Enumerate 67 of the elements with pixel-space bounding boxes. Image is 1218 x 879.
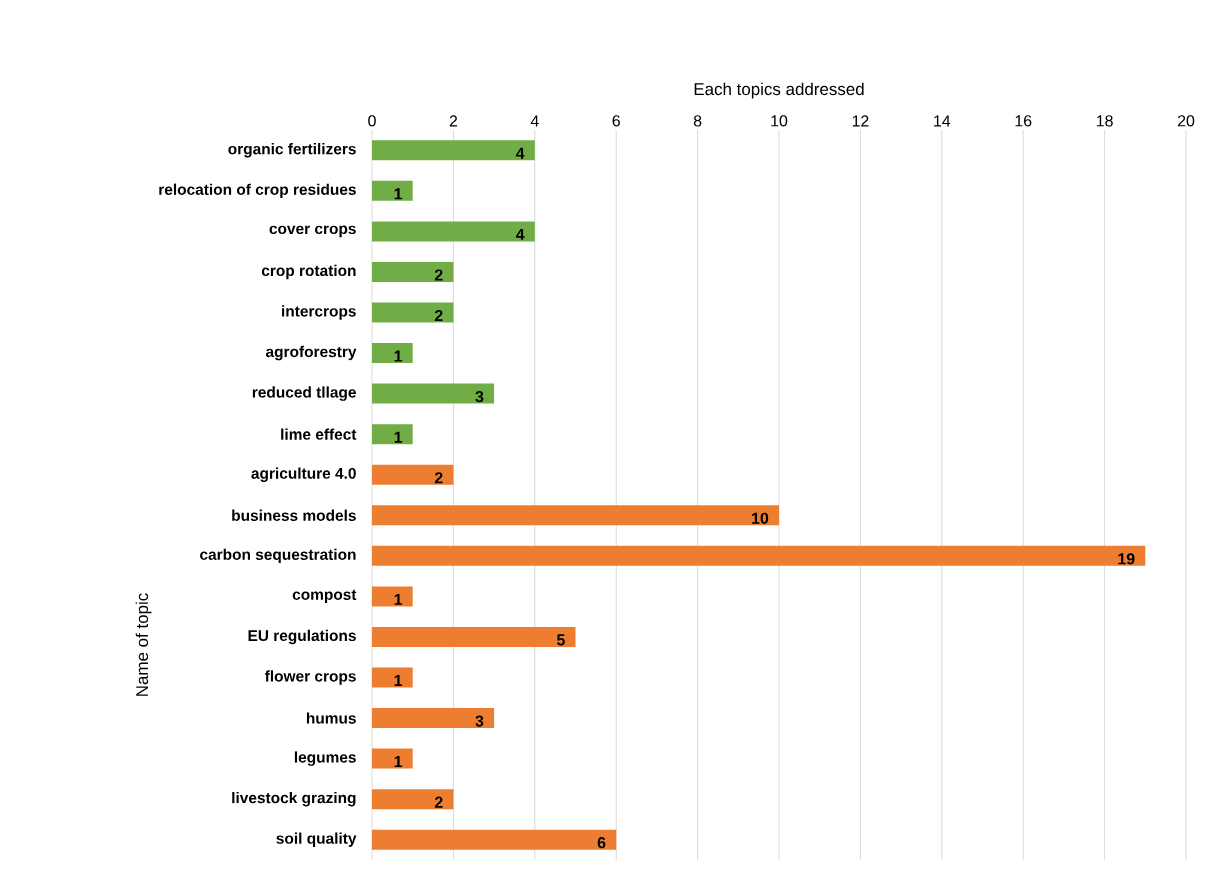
y-tick-label: legumes: [294, 751, 356, 766]
bar: [372, 667, 413, 688]
y-tick-label: livestock grazing: [232, 791, 356, 807]
bar: [372, 545, 1146, 566]
data-label: 2: [434, 796, 443, 808]
data-label: 3: [475, 390, 484, 403]
y-tick-label: cover crops: [269, 225, 356, 238]
bar: [372, 261, 454, 282]
y-tick-label: crop rotation: [261, 264, 356, 280]
x-tick-label: 8: [693, 115, 702, 127]
data-label: 4: [515, 228, 525, 240]
data-label: 10: [752, 512, 769, 524]
y-tick-label: organic fertilizers: [228, 143, 356, 158]
y-tick-label: agroforestry: [265, 345, 357, 361]
data-label: 1: [394, 593, 403, 605]
bar: [372, 708, 495, 729]
data-label: 2: [434, 269, 443, 281]
x-tick-label: 20: [1177, 115, 1195, 127]
y-tick-label: compost: [292, 589, 357, 604]
y-tick-label: lime effect: [281, 428, 357, 440]
data-label: 5: [556, 634, 565, 646]
bar: [372, 383, 495, 404]
y-tick-label: intercrops: [282, 305, 356, 320]
x-tick-label: 14: [934, 115, 951, 127]
bar: [372, 464, 454, 485]
bar: [372, 302, 454, 323]
data-label: 19: [1118, 553, 1135, 565]
y-tick-label: reduced tllage: [252, 386, 356, 401]
x-axis-title: Each topics addressed: [694, 82, 864, 99]
bar: [372, 343, 413, 364]
y-tick-label: EU regulations: [248, 629, 356, 645]
data-label: 4: [515, 147, 525, 159]
bar: [372, 424, 413, 445]
y-tick-label: agriculture 4.0: [251, 467, 356, 482]
y-tick-label: carbon sequestration: [200, 548, 356, 564]
x-tick-label: 10: [771, 115, 788, 127]
data-label: 2: [434, 309, 443, 322]
x-tick-label: 18: [1096, 115, 1113, 127]
y-tick-label: flower crops: [264, 670, 356, 685]
data-label: 1: [394, 350, 403, 362]
y-tick-label: relocation of crop residues: [159, 183, 356, 199]
data-label: 1: [394, 756, 403, 768]
bar: [372, 140, 535, 161]
x-tick-label: 16: [1015, 115, 1032, 127]
bar: [372, 180, 413, 201]
data-label: 3: [475, 715, 484, 727]
bar: [372, 221, 535, 242]
bar: [372, 748, 413, 769]
y-tick-label: business models: [232, 509, 356, 521]
y-axis-title: Name of topic: [135, 593, 152, 696]
x-tick-label: 6: [612, 115, 620, 127]
data-label: 6: [597, 837, 606, 849]
bar: [372, 829, 617, 850]
bar: [372, 586, 413, 607]
x-tick-label: 12: [852, 115, 869, 127]
x-tick-label: 0: [368, 115, 376, 127]
bar: [372, 505, 780, 526]
y-tick-label: soil quality: [276, 832, 357, 847]
data-label: 2: [434, 472, 443, 484]
y-tick-label: humus: [306, 712, 356, 724]
bar: [372, 626, 576, 647]
x-tick-label: 2: [449, 115, 458, 127]
data-label: 1: [394, 188, 403, 200]
data-label: 1: [394, 431, 403, 443]
bar: [372, 789, 454, 810]
data-label: 1: [394, 675, 403, 686]
x-tick-label: 4: [530, 115, 539, 127]
